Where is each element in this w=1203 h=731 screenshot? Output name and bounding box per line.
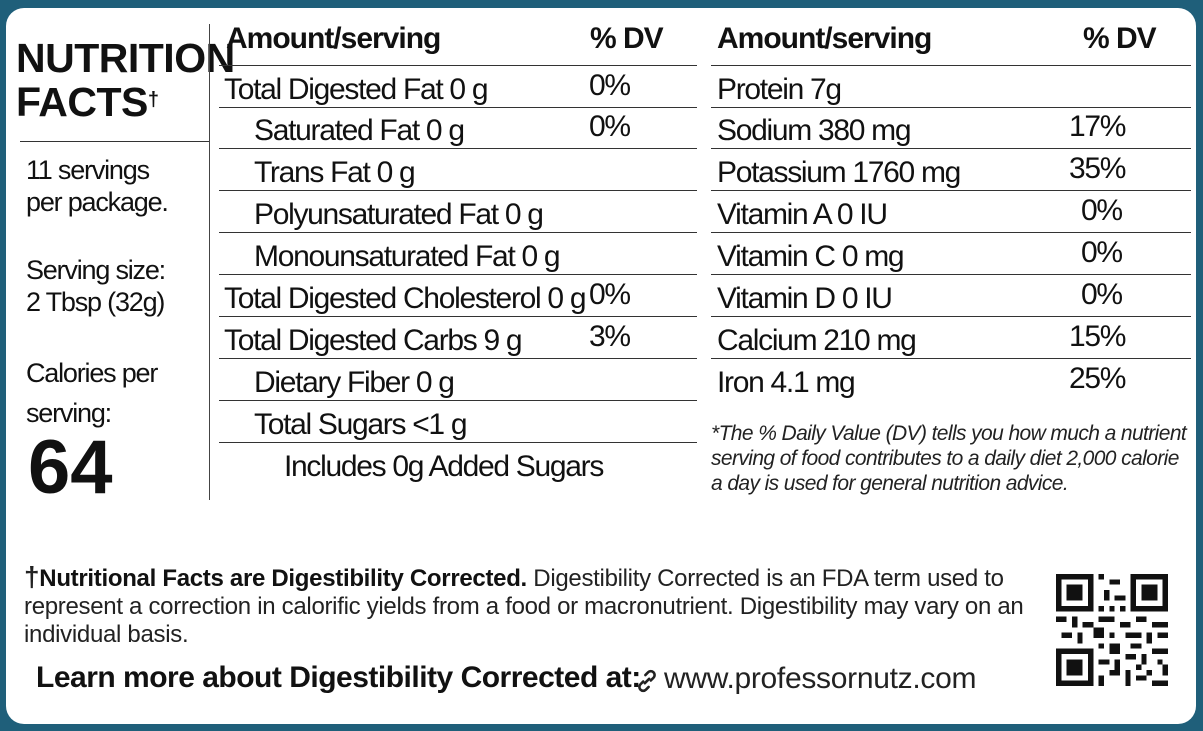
title-line1: NUTRITION bbox=[16, 35, 235, 81]
left-header-amount: Amount/serving bbox=[226, 22, 441, 55]
nutrient-label: Includes 0g Added Sugars bbox=[284, 450, 604, 483]
qr-code-icon[interactable] bbox=[1056, 574, 1168, 686]
nutrient-dv: 15% bbox=[1069, 320, 1126, 353]
nutrient-dv: 0% bbox=[1081, 236, 1123, 269]
link-icon bbox=[638, 669, 656, 693]
calories-value: 64 bbox=[28, 425, 113, 510]
nutrient-label: Vitamin A 0 IU bbox=[717, 198, 888, 231]
serving-size: Serving size: 2 Tbsp (32g) bbox=[26, 254, 166, 318]
servings-per-package: 11 servings per package. bbox=[26, 154, 169, 218]
servings-line1: 11 servings bbox=[26, 155, 150, 185]
nutrient-label: Saturated Fat 0 g bbox=[254, 114, 465, 147]
table-row: Sodium 380 mg 17% bbox=[711, 107, 1191, 149]
serving-size-line2: 2 Tbsp (32g) bbox=[26, 287, 165, 317]
nutrient-dv: 3% bbox=[589, 320, 631, 353]
table-row: Total Sugars <1 g bbox=[219, 401, 697, 443]
serving-size-line1: Serving size: bbox=[26, 255, 166, 285]
calories-line1: Calories per bbox=[26, 358, 158, 388]
nutrient-dv: 35% bbox=[1069, 152, 1126, 185]
nutrient-label: Total Digested Fat 0 g bbox=[224, 73, 489, 106]
nutrient-label: Total Digested Cholesterol 0 g bbox=[224, 282, 587, 315]
servings-line2: per package. bbox=[26, 187, 169, 217]
nutrient-dv: 0% bbox=[589, 278, 631, 311]
table-row: Total Digested Carbs 9 g 3% bbox=[219, 317, 697, 359]
column-divider bbox=[209, 24, 210, 500]
nutrition-panel: NUTRITION FACTS† 11 servings per package… bbox=[6, 8, 1196, 724]
table-row: Dietary Fiber 0 g bbox=[219, 359, 697, 401]
note-dagger: † bbox=[24, 561, 40, 592]
left-header-dv: % DV bbox=[590, 22, 664, 55]
table-row: Total Digested Cholesterol 0 g 0% bbox=[219, 275, 697, 317]
nutrient-label: Protein 7g bbox=[717, 73, 842, 106]
website-link[interactable]: www.professornutz.com bbox=[664, 662, 977, 695]
nutrient-dv: 17% bbox=[1069, 110, 1126, 143]
nutrient-dv: 0% bbox=[1081, 278, 1123, 311]
nutrient-dv: 0% bbox=[589, 69, 631, 102]
note-text: Digestibility Corrected is an FDA term u… bbox=[24, 565, 1024, 648]
table-row: Total Digested Fat 0 g 0% bbox=[219, 65, 697, 108]
digestibility-note: †Nutritional Facts are Digestibility Cor… bbox=[24, 563, 1024, 649]
table-row: Iron 4.1 mg 25% bbox=[711, 359, 1191, 400]
table-row: Potassium 1760 mg 35% bbox=[711, 149, 1191, 191]
nutrient-label: Vitamin C 0 mg bbox=[717, 240, 905, 273]
note-bold: Nutritional Facts are Digestibility Corr… bbox=[39, 565, 527, 592]
nutrient-label: Potassium 1760 mg bbox=[717, 156, 961, 189]
table-row: Calcium 210 mg 15% bbox=[711, 317, 1191, 359]
nutrient-label: Trans Fat 0 g bbox=[254, 156, 416, 189]
title-line2: FACTS bbox=[16, 79, 148, 125]
table-row: Monounsaturated Fat 0 g bbox=[219, 233, 697, 275]
nutrient-label: Polyunsaturated Fat 0 g bbox=[254, 198, 544, 231]
nutrient-dv: 0% bbox=[1081, 194, 1123, 227]
nutrient-label: Sodium 380 mg bbox=[717, 114, 912, 147]
nutrient-dv: 25% bbox=[1069, 362, 1126, 395]
nutrient-label: Total Sugars <1 g bbox=[254, 408, 468, 441]
table-row: Vitamin D 0 IU 0% bbox=[711, 275, 1191, 317]
calories-line2: serving: bbox=[26, 398, 112, 428]
nutrient-label: Monounsaturated Fat 0 g bbox=[254, 240, 561, 273]
nutrient-label: Total Digested Carbs 9 g bbox=[224, 324, 523, 357]
learn-more-text: Learn more about Digestibility Corrected… bbox=[36, 661, 641, 694]
nutrition-facts-title: NUTRITION FACTS† bbox=[16, 36, 235, 125]
right-header-amount: Amount/serving bbox=[717, 22, 932, 55]
table-row: Trans Fat 0 g bbox=[219, 149, 697, 191]
table-row: Protein 7g bbox=[711, 65, 1191, 108]
table-row: Vitamin A 0 IU 0% bbox=[711, 191, 1191, 233]
nutrient-label: Vitamin D 0 IU bbox=[717, 282, 893, 315]
right-header-dv: % DV bbox=[1083, 22, 1157, 55]
table-row: Saturated Fat 0 g 0% bbox=[219, 107, 697, 149]
table-row: Includes 0g Added Sugars bbox=[219, 443, 697, 484]
nutrient-label: Iron 4.1 mg bbox=[717, 366, 856, 399]
daily-value-footnote: *The % Daily Value (DV) tells you how mu… bbox=[711, 422, 1187, 495]
nutrient-label: Dietary Fiber 0 g bbox=[254, 366, 455, 399]
table-row: Polyunsaturated Fat 0 g bbox=[219, 191, 697, 233]
calories-label: Calories per serving: bbox=[26, 353, 158, 433]
nutrient-dv: 0% bbox=[589, 110, 631, 143]
title-divider bbox=[20, 141, 210, 142]
nutrient-label: Calcium 210 mg bbox=[717, 324, 917, 357]
table-row: Vitamin C 0 mg 0% bbox=[711, 233, 1191, 275]
title-dagger: † bbox=[147, 89, 159, 111]
